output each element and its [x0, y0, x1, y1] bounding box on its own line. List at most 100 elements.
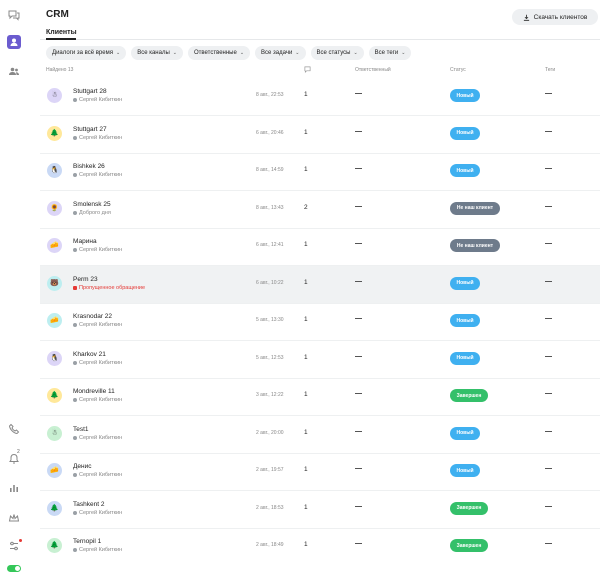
- table-row[interactable]: 🧀 Марина Сергей Кибиткин 6 авг., 12:41 1 Не н…: [40, 228, 600, 265]
- last-activity-date: 2 авг., 19:57: [256, 467, 284, 473]
- tags-empty: [545, 205, 552, 207]
- channel-icon: [73, 473, 77, 477]
- tags-empty: [545, 93, 552, 94]
- chevron-down-icon: ⌄: [401, 50, 406, 56]
- row-divider: [40, 227, 600, 229]
- table-row[interactable]: 🧀 Денис Сергей Кибиткин 2 авг., 19:57 1 Новый: [40, 453, 600, 490]
- table-row[interactable]: ☃ Test1 Сергей Кибиткин 2 авг., 20:00 1 Новый: [40, 416, 600, 453]
- filter-period[interactable]: Диалоги за всё время ⌄: [46, 46, 127, 60]
- message-count: 1: [304, 166, 308, 173]
- status-badge[interactable]: Не наш клиент: [450, 201, 500, 215]
- tab-divider: [40, 39, 600, 40]
- client-name: Kharkov 21: [73, 350, 106, 358]
- table-row[interactable]: 🧀 Krasnodar 22 Сергей Кибиткин 5 авг., 13:3…: [40, 303, 600, 340]
- messages-column-icon: [304, 66, 311, 73]
- tags-empty: [545, 280, 552, 282]
- download-clients-label: Скачать клиентов: [533, 13, 588, 21]
- table-row[interactable]: 🐧 Bishkek 26 Сергей Кибиткин 8 авг., 14:59 1…: [40, 153, 600, 190]
- table-row[interactable]: 🌻 Smolensk 25 Доброго дня 8 авг., 13:43 2 Не …: [40, 191, 600, 228]
- row-divider: [40, 190, 600, 191]
- status-badge[interactable]: Новый: [450, 164, 480, 177]
- online-toggle[interactable]: [7, 565, 21, 572]
- row-divider: [40, 415, 600, 416]
- notifications-icon[interactable]: [7, 452, 21, 466]
- client-name: Ternopil 1: [73, 538, 102, 545]
- client-name: Test1: [73, 425, 89, 433]
- avatar: 🐧: [47, 163, 62, 178]
- chevron-down-icon: ⌄: [353, 50, 358, 56]
- table-row[interactable]: 🌲 Tashkent 2 Сергей Кибиткин 2 авг., 18:53 1…: [40, 491, 600, 528]
- filter-responsible[interactable]: Ответственные ⌄: [187, 46, 251, 60]
- responsible-empty: [355, 93, 362, 94]
- chats-icon[interactable]: [7, 8, 21, 22]
- filter-tasks[interactable]: Все задачи ⌄: [255, 46, 306, 60]
- message-count: 1: [304, 503, 308, 511]
- crown-icon[interactable]: [7, 511, 21, 525]
- responsible-empty: [355, 468, 362, 469]
- filter-tags[interactable]: Все теги ⌄: [368, 46, 412, 60]
- last-message-text: Сергей Кибиткин: [79, 322, 123, 328]
- channel-icon: [73, 548, 77, 552]
- settings-icon[interactable]: [7, 539, 21, 553]
- last-message: Доброго дня: [73, 210, 111, 216]
- status-badge[interactable]: Новый: [450, 276, 480, 290]
- last-message-text: Сергей Кибиткин: [79, 359, 123, 366]
- row-divider: [40, 527, 600, 529]
- phone-icon[interactable]: [7, 422, 21, 436]
- status-badge[interactable]: Завершен: [450, 539, 488, 552]
- table-row[interactable]: 🌲 Ternopil 1 Сергей Кибиткин 2 авг., 18:49 1…: [40, 528, 600, 565]
- tags-empty: [545, 243, 552, 244]
- table-row[interactable]: ☃ Stuttgart 28 Сергей Кибиткин 8 авг., 22:5…: [40, 78, 600, 115]
- tags-empty: [545, 505, 552, 507]
- avatar: 🧀: [47, 463, 62, 478]
- last-message-text: Сергей Кибиткин: [79, 547, 123, 553]
- last-message-text: Сергей Кибиткин: [79, 434, 123, 441]
- tab-clients[interactable]: Клиенты: [46, 29, 77, 36]
- status-badge[interactable]: Завершен: [450, 389, 488, 402]
- avatar: 🌻: [47, 200, 62, 216]
- status-badge[interactable]: Новый: [450, 314, 480, 327]
- last-message-text: Сергей Кибиткин: [79, 472, 123, 478]
- status-badge[interactable]: Не наш клиент: [450, 239, 500, 252]
- client-name: Perm 23: [73, 275, 98, 283]
- message-count: 1: [304, 278, 308, 286]
- filter-tags-label: Все теги: [374, 50, 399, 56]
- avatar: 🧀: [47, 313, 62, 328]
- column-status: Статус: [450, 67, 466, 73]
- last-message: Сергей Кибиткин: [73, 360, 122, 366]
- tags-empty: [545, 168, 552, 169]
- client-name: Mondreville 11: [73, 388, 115, 395]
- filter-statuses[interactable]: Все статусы ⌄: [310, 46, 364, 60]
- status-badge[interactable]: Новый: [450, 89, 480, 102]
- last-activity-date: 3 авг., 12:22: [256, 392, 284, 398]
- last-activity-date: 6 авг., 20:46: [256, 129, 284, 136]
- status-badge[interactable]: Новый: [450, 464, 480, 477]
- last-activity-date: 2 авг., 20:00: [256, 429, 284, 436]
- status-badge[interactable]: Новый: [450, 126, 480, 140]
- download-clients-button[interactable]: Скачать клиентов: [512, 9, 598, 25]
- responsible-empty: [355, 168, 362, 169]
- filter-channels[interactable]: Все каналы ⌄: [131, 46, 183, 60]
- crm-icon[interactable]: [7, 35, 21, 49]
- table-row[interactable]: 🐧 Kharkov 21 Сергей Кибиткин 5 авг., 12:53 1…: [40, 341, 600, 378]
- responsible-empty: [355, 505, 362, 507]
- status-badge[interactable]: Завершен: [450, 501, 488, 515]
- last-message-text: Сергей Кибиткин: [79, 97, 123, 103]
- last-message: Сергей Кибиткин: [73, 547, 122, 553]
- last-message: Сергей Кибиткин: [73, 97, 122, 103]
- tags-empty: [545, 543, 552, 544]
- responsible-empty: [355, 318, 362, 319]
- table-row[interactable]: 🐻 Perm 23 Пропущенное обращение 6 авг., 10:…: [40, 265, 600, 303]
- status-badge[interactable]: Новый: [450, 426, 480, 440]
- table-row[interactable]: 🌲 Mondreville 11 Сергей Кибиткин 3 авг., 12…: [40, 378, 600, 415]
- filter-period-label: Диалоги за всё время: [52, 50, 113, 56]
- column-tags: Теги: [545, 67, 556, 73]
- analytics-icon[interactable]: [7, 481, 21, 495]
- responsible-empty: [355, 393, 362, 394]
- status-badge[interactable]: Новый: [450, 351, 480, 365]
- last-message: Пропущенное обращение: [73, 285, 145, 291]
- tags-empty: [545, 430, 552, 432]
- table-row[interactable]: 🌲 Stuttgart 27 Сергей Кибиткин 6 авг., 20:4…: [40, 116, 600, 153]
- found-count: Найдено 13: [46, 67, 74, 73]
- contacts-icon[interactable]: [7, 64, 21, 78]
